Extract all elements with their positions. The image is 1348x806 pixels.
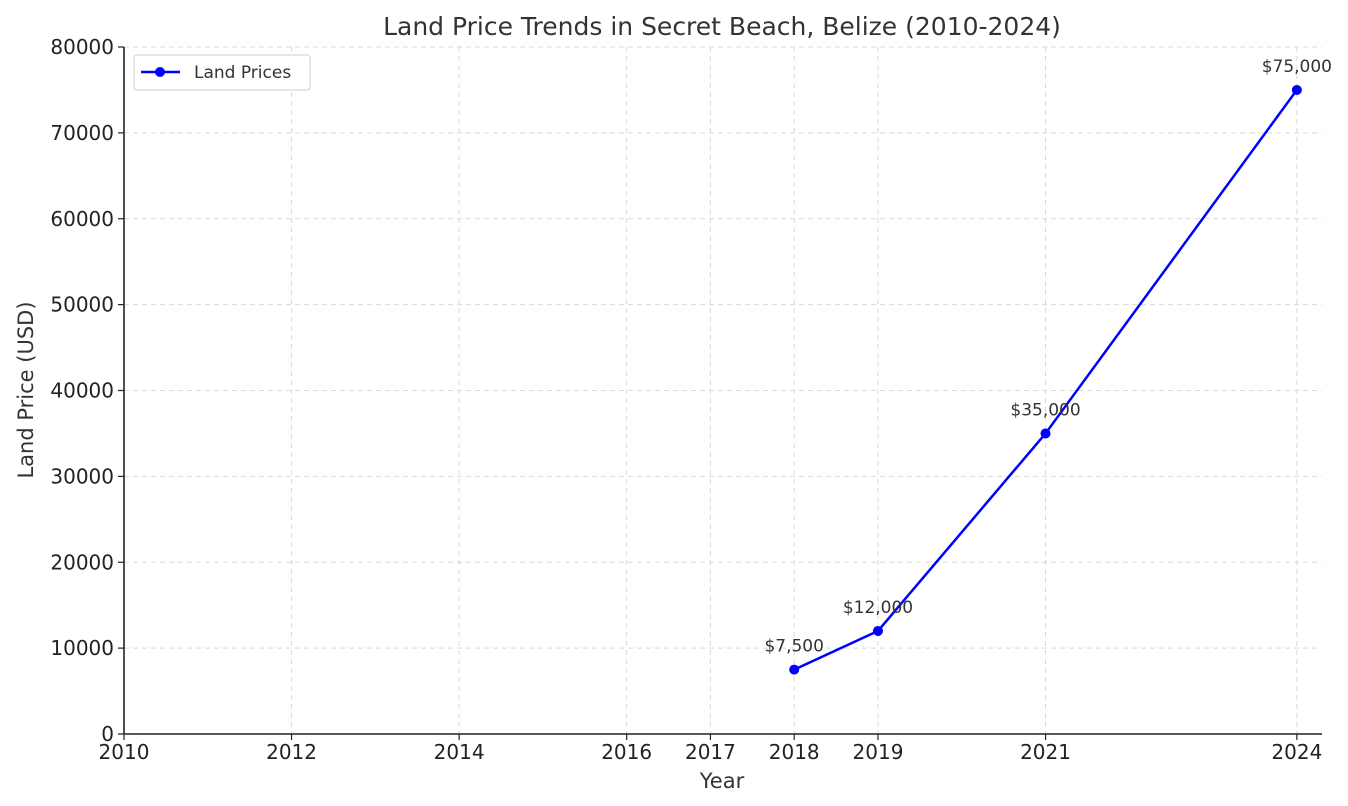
x-tick-label: 2024 bbox=[1271, 740, 1322, 764]
data-label: $12,000 bbox=[843, 598, 913, 618]
x-tick-label: 2019 bbox=[853, 740, 904, 764]
series-line-land-prices bbox=[793, 89, 1298, 671]
series-layer bbox=[789, 84, 1302, 675]
data-point bbox=[1040, 428, 1051, 439]
y-tick-label: 40000 bbox=[50, 379, 114, 403]
y-tick-label: 70000 bbox=[50, 121, 114, 145]
x-tick-label: 2014 bbox=[434, 740, 485, 764]
y-tick-label: 0 bbox=[101, 722, 114, 746]
y-axis-label: Land Price (USD) bbox=[14, 301, 38, 478]
y-tick-label: 20000 bbox=[50, 550, 114, 574]
y-tick-label: 80000 bbox=[50, 35, 114, 59]
y-tick-label: 10000 bbox=[50, 636, 114, 660]
data-label: $7,500 bbox=[764, 637, 823, 657]
legend-entry-land-prices: Land Prices bbox=[194, 63, 291, 83]
y-tick-label: 30000 bbox=[50, 464, 114, 488]
x-tick-label: 2016 bbox=[601, 740, 652, 764]
y-tick-label: 50000 bbox=[50, 293, 114, 317]
x-tick-label: 2021 bbox=[1020, 740, 1071, 764]
legend-box bbox=[133, 54, 311, 91]
data-point bbox=[1291, 84, 1302, 95]
x-tick-label: 2018 bbox=[769, 740, 820, 764]
x-axis-label: Year bbox=[699, 769, 745, 793]
data-label: $35,000 bbox=[1010, 400, 1080, 420]
legend-marker-swatch bbox=[155, 67, 165, 77]
legend: Land Prices bbox=[133, 54, 311, 91]
data-point bbox=[789, 664, 800, 675]
x-tick-label: 2010 bbox=[99, 740, 150, 764]
chart-title: Land Price Trends in Secret Beach, Beliz… bbox=[383, 12, 1061, 41]
axes: 2010 2012 2014 2016 2017 2018 2019 2021 2024 0 100… bbox=[50, 35, 1322, 764]
y-tick-label: 60000 bbox=[50, 207, 114, 231]
data-point bbox=[872, 625, 883, 636]
data-labels: $7,500 $12,000 $35,000 $75,000 bbox=[764, 57, 1332, 657]
x-tick-label: 2012 bbox=[266, 740, 317, 764]
grid bbox=[123, 46, 1322, 735]
data-label: $75,000 bbox=[1262, 57, 1332, 77]
x-tick-label: 2017 bbox=[685, 740, 736, 764]
